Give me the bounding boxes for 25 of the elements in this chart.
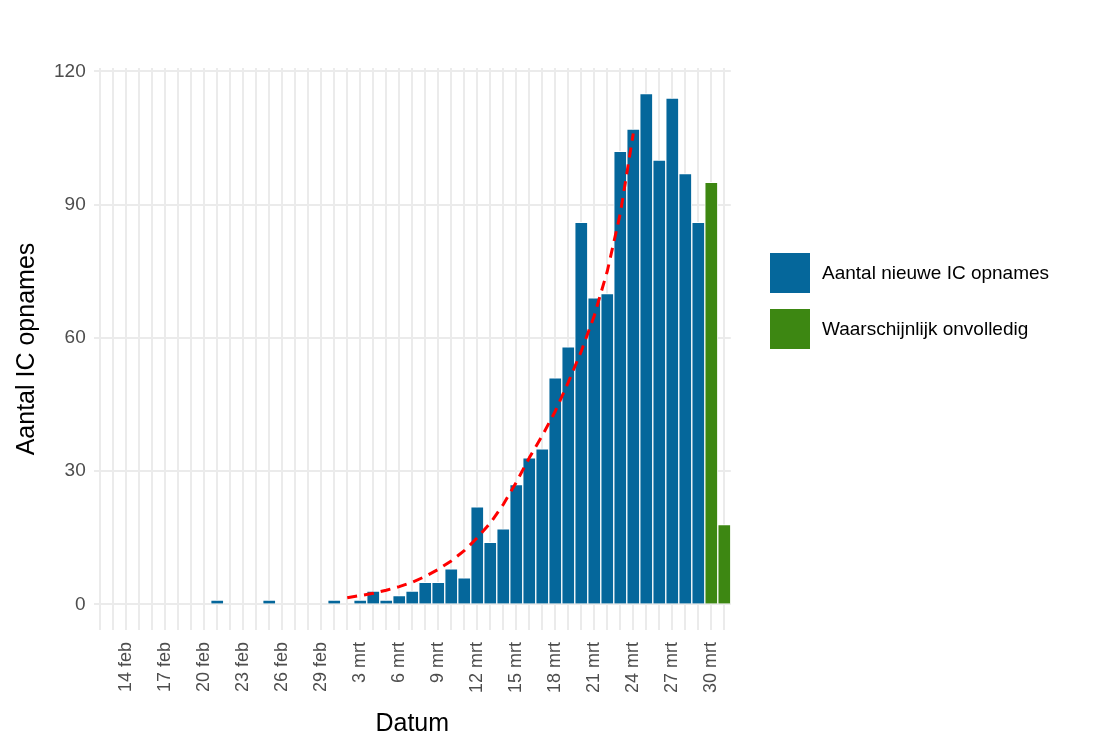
x-tick-label: 21 mrt	[583, 641, 604, 693]
x-tick-label: 14 feb	[115, 641, 136, 693]
x-tick-label: 6 mrt	[388, 641, 409, 683]
x-tick-label: 9 mrt	[427, 641, 448, 683]
y-tick-label: 0	[75, 592, 86, 614]
legend-label: Aantal nieuwe IC opnames	[822, 261, 1050, 284]
x-tick-label: 26 feb	[271, 641, 292, 693]
x-tick-label: 17 feb	[154, 641, 175, 693]
x-tick-label: 20 feb	[193, 641, 214, 693]
x-tick-label: 30 mrt	[700, 641, 721, 693]
x-tick-label: 15 mrt	[505, 641, 526, 693]
legend-label: Waarschijnlijk onvolledig	[822, 317, 1029, 340]
x-tick-label: 23 feb	[232, 641, 253, 693]
x-tick-label: 3 mrt	[349, 641, 370, 683]
x-tick-label: 24 mrt	[622, 641, 643, 693]
y-tick-label: 30	[64, 459, 86, 481]
x-tick-label: 27 mrt	[661, 641, 682, 693]
x-tick-label: 18 mrt	[544, 641, 565, 693]
y-tick-label: 60	[64, 326, 86, 348]
x-axis-title: Datum	[375, 707, 450, 736]
y-axis-title: Aantal IC opnames	[10, 242, 39, 456]
y-tick-label: 90	[64, 192, 86, 214]
x-tick-label: 12 mrt	[466, 641, 487, 693]
y-tick-label: 120	[54, 59, 86, 81]
x-tick-label: 29 feb	[310, 641, 331, 693]
